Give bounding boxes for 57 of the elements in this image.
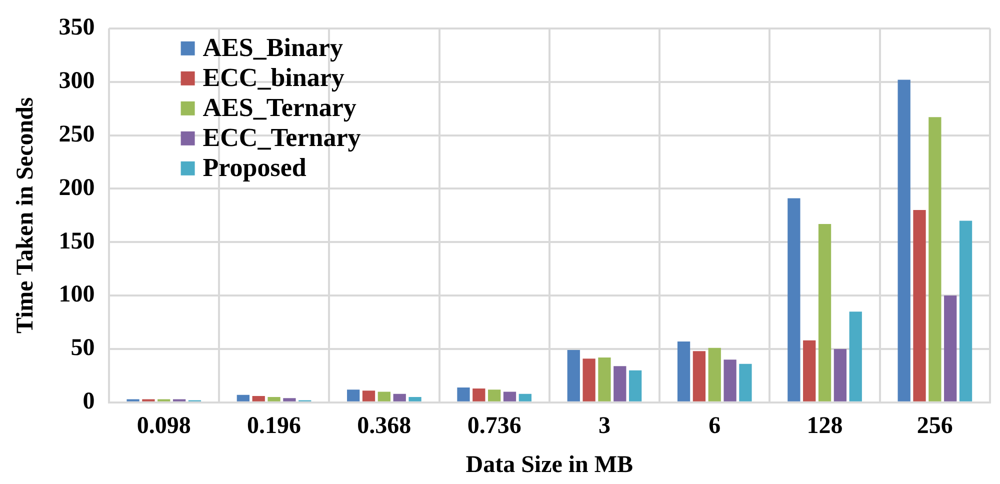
y-tick-label: 250 <box>58 121 95 148</box>
bar <box>598 358 611 402</box>
x-tick-label: 0.098 <box>136 413 191 440</box>
bar <box>724 360 736 402</box>
bar <box>408 397 422 402</box>
bar <box>252 396 265 402</box>
bar <box>928 117 942 402</box>
bar <box>488 390 501 402</box>
bar <box>503 392 516 402</box>
bar <box>628 370 642 402</box>
bar <box>268 397 280 402</box>
x-axis-title: Data Size in MB <box>466 452 634 478</box>
legend-label: ECC_binary <box>202 63 344 92</box>
bar <box>803 340 816 402</box>
bar <box>898 80 910 402</box>
y-axis-title: Time Taken in Seconds <box>12 97 39 334</box>
x-tick-label: 0.368 <box>357 413 412 440</box>
bar <box>692 351 706 402</box>
bar <box>567 350 580 402</box>
y-tick-label: 300 <box>58 68 95 94</box>
bar <box>378 392 390 402</box>
y-tick-label: 100 <box>58 282 95 308</box>
bar <box>283 398 296 402</box>
bar <box>849 312 862 402</box>
bar <box>614 366 626 402</box>
x-tick-label: 256 <box>916 413 953 440</box>
y-tick-label: 150 <box>58 228 95 254</box>
legend-label: Proposed <box>202 153 307 182</box>
x-tick-label: 128 <box>806 413 843 440</box>
bar <box>457 387 470 402</box>
x-tick-label: 3 <box>598 413 610 440</box>
bar <box>788 198 800 402</box>
y-tick-label: 200 <box>58 174 95 201</box>
bar <box>944 296 957 402</box>
legend-label: AES_Ternary <box>202 93 356 122</box>
x-tick-label: 0.196 <box>247 413 302 440</box>
x-tick-label: 6 <box>708 413 721 440</box>
bar <box>393 394 406 402</box>
bar <box>739 364 752 402</box>
bar <box>708 348 721 402</box>
bar <box>677 341 690 402</box>
bar <box>362 390 376 402</box>
y-tick-label: 50 <box>70 335 95 362</box>
legend-label: ECC_Ternary <box>202 123 361 152</box>
bar <box>959 220 972 402</box>
bar <box>472 388 486 402</box>
y-tick-label: 350 <box>58 14 95 41</box>
bar <box>582 358 596 402</box>
x-tick-label: 0.736 <box>467 413 522 440</box>
bar <box>818 224 832 402</box>
bar <box>913 210 926 402</box>
bar <box>518 394 532 402</box>
bar <box>236 394 250 402</box>
bar <box>834 348 847 402</box>
y-tick-label: 0 <box>82 388 95 415</box>
bar <box>347 390 360 402</box>
legend-label: AES_Binary <box>202 33 343 62</box>
